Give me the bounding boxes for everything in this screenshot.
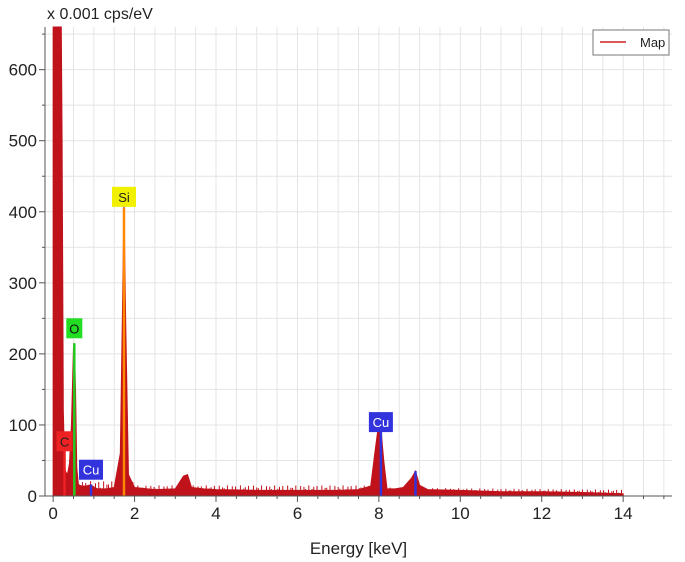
- y-tick-label: 400: [9, 203, 37, 222]
- element-label-text: Cu: [373, 415, 390, 430]
- legend: Map: [592, 29, 670, 56]
- y-tick-label: 0: [28, 487, 37, 506]
- x-tick-label: 4: [211, 504, 220, 523]
- y-tick-label: 500: [9, 132, 37, 151]
- element-label-box: [111, 186, 136, 207]
- y-ticks: 0 100 200 300 400 500 600: [9, 33, 45, 506]
- element-label: C: [56, 431, 73, 452]
- y-tick-label: 600: [9, 61, 37, 80]
- x-tick-label: 10: [451, 504, 470, 523]
- x-ticks: 0 2 4 6 8 10 12 14: [48, 496, 665, 523]
- y-unit-label: x 0.001 cps/eV: [47, 6, 153, 23]
- element-label: O: [66, 318, 83, 339]
- legend-label-map: Map: [640, 35, 665, 50]
- element-label: Cu: [368, 412, 393, 433]
- y-tick-label: 100: [9, 416, 37, 435]
- element-label-text: C: [60, 434, 69, 449]
- x-tick-label: 8: [374, 504, 383, 523]
- element-label-box: [368, 412, 393, 433]
- y-tick-label: 300: [9, 274, 37, 293]
- element-lines: [63, 208, 417, 496]
- element-label-box: [56, 431, 73, 452]
- element-label-text: O: [69, 321, 79, 336]
- grid: [45, 27, 672, 497]
- element-label-text: Si: [118, 190, 130, 205]
- element-labels: C O Cu Si Cu: [56, 186, 393, 480]
- x-tick-label: 6: [293, 504, 302, 523]
- x-tick-label: 2: [130, 504, 139, 523]
- x-tick-label: 14: [614, 504, 633, 523]
- element-label-box: [79, 459, 104, 480]
- element-label: Cu: [79, 459, 104, 480]
- element-label: Si: [111, 186, 136, 207]
- x-tick-label: 12: [532, 504, 551, 523]
- y-tick-label: 200: [9, 345, 37, 364]
- element-label-box: [66, 318, 83, 339]
- x-tick-label: 0: [48, 504, 57, 523]
- x-axis-title: Energy [keV]: [310, 539, 407, 558]
- element-label-text: Cu: [83, 463, 100, 478]
